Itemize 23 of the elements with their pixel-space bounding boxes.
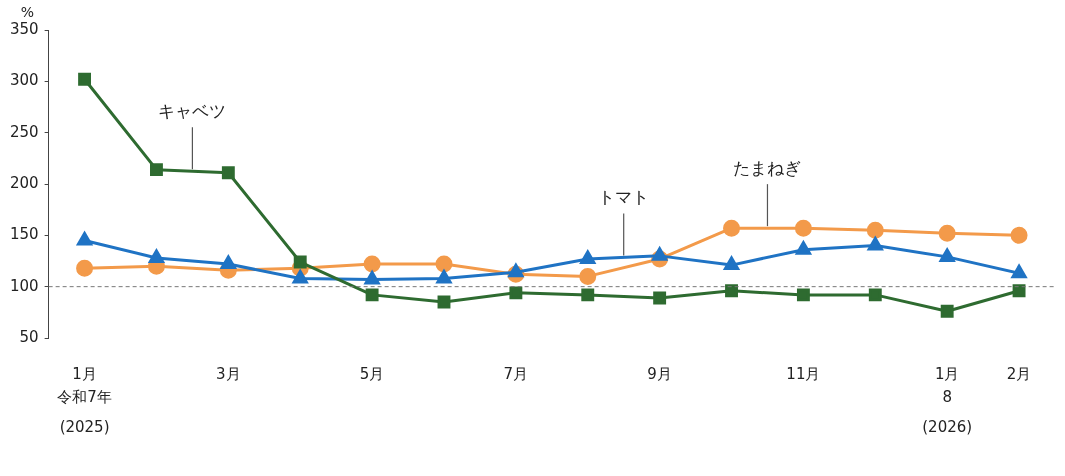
series-label: キャベツ <box>158 101 227 122</box>
y-tick-label: 50 <box>19 327 39 346</box>
text: トマト <box>598 187 650 208</box>
x-tick-label: 7月 <box>503 364 529 383</box>
y-axis-title: % <box>20 3 34 20</box>
x-tick-label: 5月 <box>359 364 385 383</box>
y-tick-label: 200 <box>9 173 39 192</box>
text: たまねぎ <box>733 158 802 179</box>
y-tick-label: 300 <box>9 71 39 90</box>
y-tick-label: 250 <box>9 122 39 141</box>
x-tick-label: 1月 <box>934 364 960 383</box>
text: 令和7年 <box>57 387 112 406</box>
text: 8 <box>942 387 952 406</box>
text: (2025) <box>59 417 110 436</box>
x-tick-label: 1月 <box>72 364 97 383</box>
x-tick-label: 9月 <box>647 364 672 383</box>
y-tick-label: 350 <box>9 19 39 38</box>
x-tick-label: 11月 <box>786 364 821 383</box>
x-tick-label: 2月 <box>1006 364 1032 383</box>
y-tick-label: 100 <box>9 276 39 295</box>
text: (2026) <box>922 417 973 436</box>
y-tick-label: 150 <box>9 225 39 244</box>
x-tick-label: 3月 <box>216 364 241 383</box>
